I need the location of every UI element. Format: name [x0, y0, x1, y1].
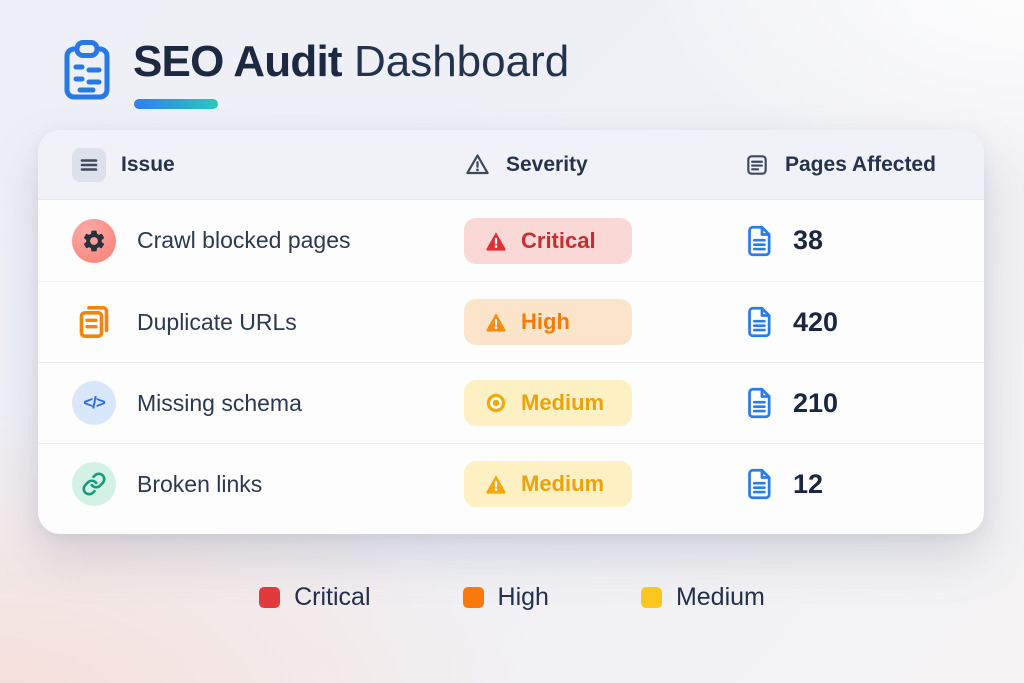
page-file-icon — [744, 467, 776, 501]
page-title: SEO Audit Dashboard — [133, 36, 569, 89]
legend-item-medium: Medium — [640, 583, 765, 612]
issue-label: Duplicate URLs — [137, 308, 297, 335]
legend-item-critical: Critical — [259, 583, 371, 612]
duplicate-pages-icon — [72, 300, 116, 344]
table-row[interactable]: </> Missing schema Medium — [38, 362, 984, 443]
brand-header: SEO Audit Dashboard — [60, 36, 569, 103]
medium-color-swatch — [640, 587, 662, 608]
column-header-label: Severity — [506, 152, 588, 176]
warning-triangle-icon — [484, 472, 508, 496]
column-header-issue: Issue — [72, 147, 464, 182]
legend-label: High — [497, 583, 549, 611]
table-row[interactable]: Duplicate URLs High — [38, 281, 984, 362]
pages-affected-count: 38 — [793, 225, 824, 255]
severity-legend: Critical High Medium — [0, 583, 1024, 612]
code-icon: </> — [72, 381, 116, 425]
legend-label: Critical — [294, 583, 371, 611]
high-color-swatch — [462, 587, 484, 608]
severity-label: Medium — [521, 390, 605, 415]
issue-label: Missing schema — [137, 389, 302, 416]
severity-label: High — [521, 309, 570, 334]
code-glyph: </> — [83, 393, 106, 412]
table-row[interactable]: Crawl blocked pages Critical — [38, 200, 984, 281]
page-title-secondary: Dashboard — [353, 37, 570, 86]
bullseye-icon — [484, 391, 508, 415]
table-row[interactable]: Broken links Medium — [38, 443, 984, 524]
warning-triangle-icon — [464, 151, 491, 178]
severity-badge: High — [464, 299, 632, 345]
severity-badge: Medium — [464, 380, 632, 426]
severity-label: Critical — [521, 227, 596, 253]
legend-item-high: High — [462, 583, 549, 612]
broken-link-icon — [72, 462, 116, 506]
critical-color-swatch — [259, 587, 281, 608]
column-header-pages: Pages Affected — [744, 152, 984, 178]
document-lines-icon — [744, 152, 770, 178]
issue-label: Crawl blocked pages — [137, 227, 351, 253]
severity-badge: Medium — [464, 461, 632, 507]
page-file-icon — [744, 386, 776, 420]
issue-label: Broken links — [137, 470, 263, 497]
column-header-severity: Severity — [464, 151, 744, 178]
clipboard-checklist-icon — [60, 39, 116, 103]
column-header-label: Issue — [121, 152, 175, 176]
pages-affected-count: 12 — [793, 468, 824, 499]
table-header-row: Issue Severity Pages Affect — [38, 130, 984, 200]
crawler-gear-icon — [72, 218, 116, 263]
pages-affected-count: 420 — [793, 306, 839, 337]
page-title-primary: SEO Audit — [133, 37, 343, 86]
legend-label: Medium — [675, 583, 765, 611]
page-file-icon — [744, 305, 776, 339]
page-file-icon — [744, 224, 776, 258]
warning-triangle-icon — [484, 229, 508, 253]
severity-badge: Critical — [464, 217, 632, 264]
severity-label: Medium — [521, 471, 605, 496]
menu-icon — [72, 147, 106, 182]
column-header-label: Pages Affected — [785, 152, 936, 176]
pages-affected-count: 210 — [793, 387, 839, 418]
title-accent-underline — [134, 99, 218, 109]
audit-table-card: Issue Severity Pages Affect — [38, 130, 984, 534]
warning-triangle-icon — [484, 310, 508, 334]
